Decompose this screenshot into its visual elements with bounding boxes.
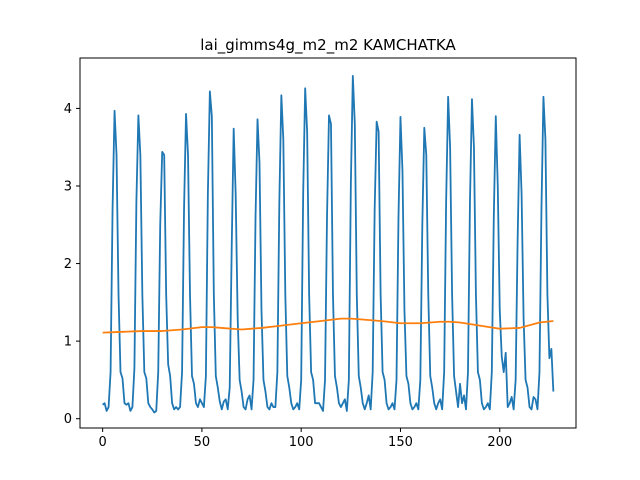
series-line-1 — [102, 74, 555, 414]
x-tick-label: 100 — [289, 435, 314, 450]
x-tick-label: 50 — [194, 435, 211, 450]
axis-layer: 0 50 100 150 200 0 1 2 3 4 — [64, 102, 512, 450]
y-tick-label: 0 — [64, 412, 72, 427]
y-tick-label: 3 — [64, 179, 72, 194]
x-tick-label: 200 — [487, 435, 512, 450]
plot-frame — [79, 57, 577, 429]
x-tick-label: 150 — [388, 435, 413, 450]
series-layer — [102, 74, 555, 414]
y-tick-label: 4 — [64, 102, 72, 117]
y-tick-label: 1 — [64, 335, 72, 350]
series-line-2 — [102, 317, 554, 334]
chart-title: lai_gimms4g_m2_m2 KAMCHATKA — [200, 36, 456, 55]
x-tick-label: 0 — [98, 435, 106, 450]
y-tick-label: 2 — [64, 257, 72, 272]
